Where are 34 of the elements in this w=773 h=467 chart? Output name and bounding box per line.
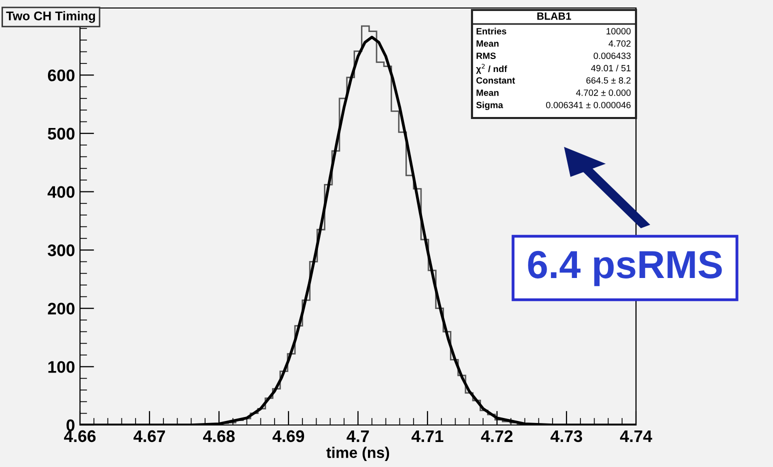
annotation: 0.006341 ± 0.000046 (546, 102, 631, 108)
annotation: Mean (476, 90, 499, 96)
x-tick-label: 4.74 (620, 430, 652, 442)
annotation: 0.006433 (594, 52, 631, 60)
y-tick-label: 400 (48, 186, 74, 198)
annotation: 6.4 psRMS (528, 250, 722, 286)
x-tick-label: 4.66 (64, 430, 96, 442)
x-tick-label: 4.69 (272, 430, 304, 442)
annotation: Sigma (476, 102, 504, 110)
annotation: BLAB1 (537, 12, 572, 20)
chart-title: Two CH Timing (6, 11, 95, 23)
y-tick-label: 200 (48, 302, 74, 315)
annotation: 664.5 ± 8.2 (586, 77, 631, 84)
y-tick-label: 300 (48, 244, 74, 256)
annotation: Entries (476, 28, 506, 34)
x-tick-label: 4.7 (346, 430, 369, 442)
annotation: 4.702 (608, 40, 631, 47)
y-tick-label: 100 (48, 361, 74, 373)
annotation: χ$^{2}$ / ndf (476, 64, 508, 74)
y-tick-label: 500 (48, 128, 74, 140)
annotation: 4.702 ± 0.000 (576, 90, 631, 96)
y-tick-label: 600 (48, 69, 74, 82)
x-tick-label: 4.73 (550, 430, 582, 442)
annotation: Constant (476, 77, 516, 84)
y-tick-label: 0 (66, 419, 74, 432)
annotation: RMS (476, 52, 496, 60)
x-tick-label: 4.68 (203, 430, 235, 442)
x-tick-label: 4.72 (481, 430, 513, 442)
x-tick-label: 4.71 (412, 430, 444, 442)
annotation: 49.01 / 51 (591, 64, 631, 72)
x-axis-title: time (ns) (326, 446, 390, 462)
x-tick-label: 4.67 (134, 430, 165, 442)
annotation: Mean (476, 40, 499, 47)
annotation: 10000 (606, 28, 631, 34)
